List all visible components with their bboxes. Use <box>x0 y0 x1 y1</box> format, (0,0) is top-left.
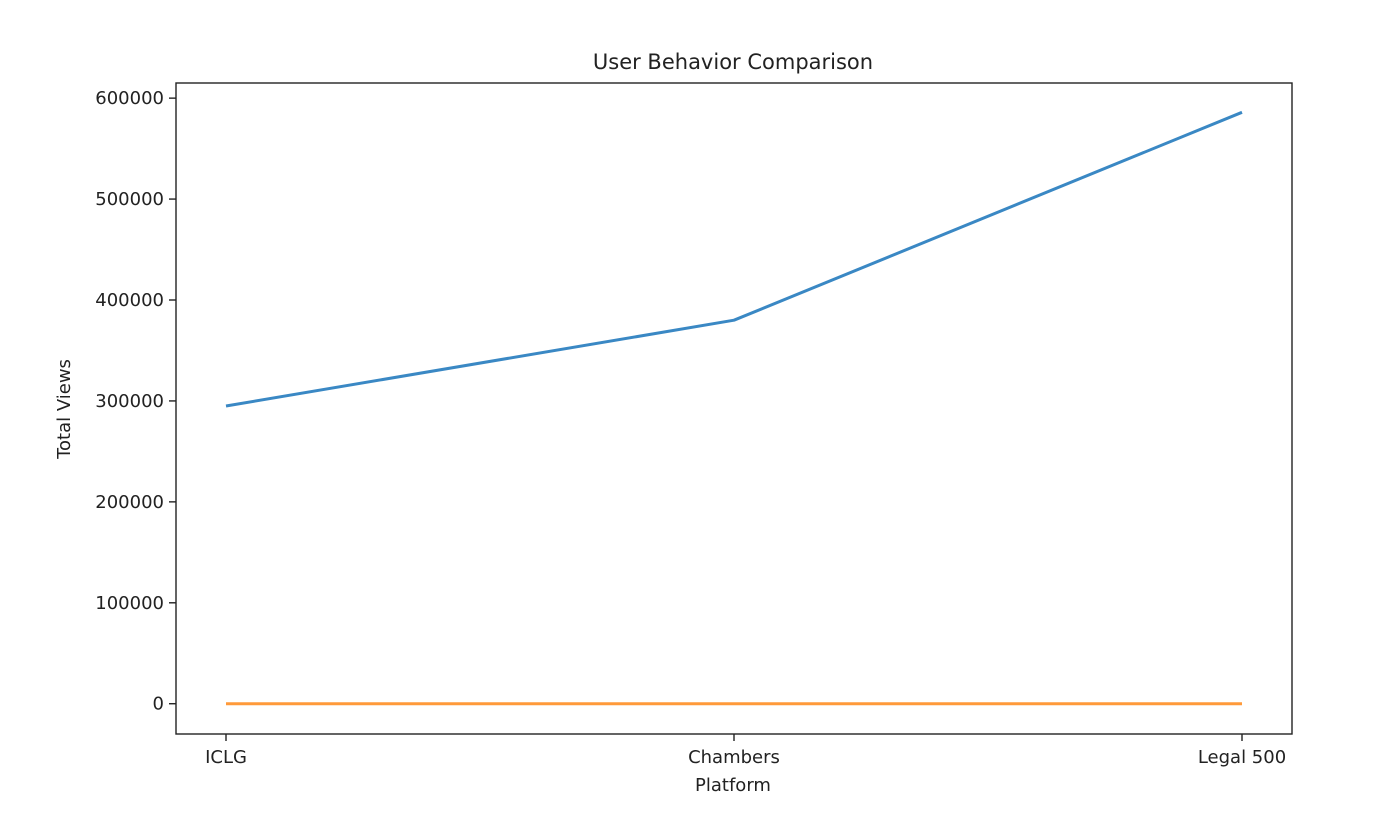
y-tick-label: 400000 <box>95 290 164 311</box>
y-tick-label: 500000 <box>95 189 164 210</box>
y-tick-label: 0 <box>153 694 164 715</box>
x-axis-label: Platform <box>695 775 771 796</box>
x-tick-label: Chambers <box>688 747 780 768</box>
plot-frame <box>175 82 1293 735</box>
x-tick-label: ICLG <box>205 747 247 768</box>
chart-title: User Behavior Comparison <box>593 50 873 74</box>
y-axis: 0 100000 200000 300000 400000 500000 600000 <box>95 88 176 715</box>
y-tick-label: 100000 <box>95 593 164 614</box>
y-axis-label: Total Views <box>54 359 75 460</box>
x-tick-label: Legal 500 <box>1198 747 1286 768</box>
y-tick-label: 600000 <box>95 88 164 109</box>
series-line-1 <box>225 110 1243 408</box>
series-layer <box>225 110 1243 706</box>
plot-area <box>175 82 1293 735</box>
y-tick-label: 300000 <box>95 391 164 412</box>
x-axis: ICLG Chambers Legal 500 <box>205 734 1286 768</box>
y-tick-label: 200000 <box>95 492 164 513</box>
